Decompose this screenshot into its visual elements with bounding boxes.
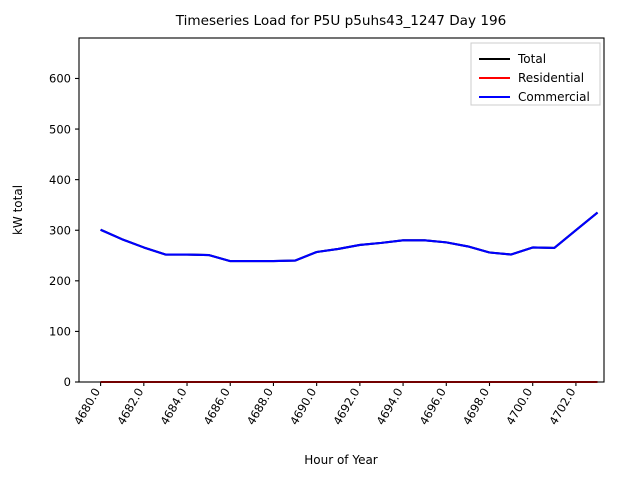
x-tick-label: 4692.0 bbox=[330, 386, 362, 428]
legend-label-total: Total bbox=[517, 52, 546, 66]
y-tick-label: 600 bbox=[49, 72, 71, 86]
x-axis-ticks: 4680.0 4682.0 4684.0 4686.0 4688.0 4690.0 4692… bbox=[71, 382, 579, 427]
x-tick-label: 4680.0 bbox=[71, 386, 103, 428]
chart-legend[interactable]: Total Residential Commercial bbox=[470, 42, 601, 106]
y-tick-label: 300 bbox=[49, 223, 71, 237]
y-tick-label: 500 bbox=[49, 122, 71, 136]
x-tick-label: 4700.0 bbox=[503, 386, 535, 428]
x-tick-label: 4688.0 bbox=[244, 386, 276, 428]
y-tick-label: 0 bbox=[64, 375, 71, 389]
x-tick-label: 4682.0 bbox=[114, 386, 146, 428]
legend-label-residential: Residential bbox=[518, 71, 584, 85]
series-line-commercial bbox=[100, 211, 599, 263]
x-tick-label: 4696.0 bbox=[417, 386, 449, 428]
legend-label-commercial: Commercial bbox=[518, 90, 590, 104]
x-tick-label: 4694.0 bbox=[373, 386, 405, 428]
y-tick-label: 400 bbox=[49, 173, 71, 187]
legend-entries: Total Residential Commercial bbox=[479, 52, 590, 104]
x-tick-label: 4684.0 bbox=[157, 386, 189, 428]
x-tick-label: 4702.0 bbox=[546, 386, 578, 428]
legend-frame bbox=[470, 42, 601, 106]
y-tick-label: 200 bbox=[49, 274, 71, 288]
x-tick-label: 4690.0 bbox=[287, 386, 319, 428]
y-tick-label: 100 bbox=[49, 325, 71, 339]
x-tick-label: 4686.0 bbox=[201, 386, 233, 428]
x-tick-label: 4698.0 bbox=[460, 386, 492, 428]
y-axis-title: kW total bbox=[11, 185, 25, 235]
x-axis-title: Hour of Year bbox=[304, 453, 378, 467]
chart-title: Timeseries Load for P5U p5uhs43_1247 Day… bbox=[175, 13, 507, 29]
plot-frame bbox=[78, 37, 605, 383]
y-axis-ticks: 0 100 200 300 400 500 600 bbox=[49, 72, 79, 389]
